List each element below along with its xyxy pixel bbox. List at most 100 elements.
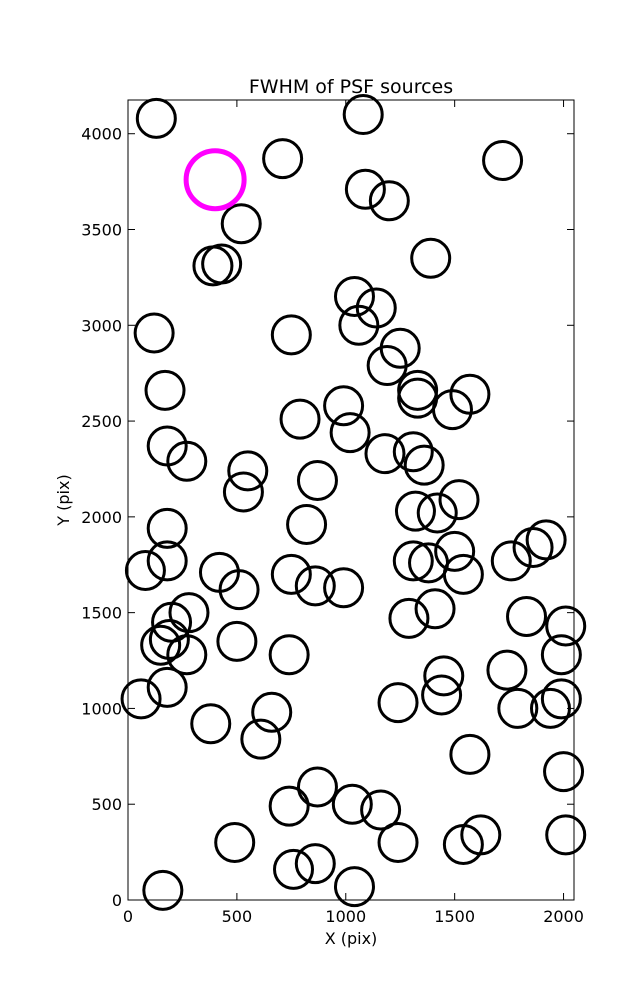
- source-marker: [273, 848, 315, 890]
- y-tick-label: 0: [112, 891, 122, 910]
- source-marker: [540, 678, 582, 720]
- source-marker: [294, 843, 336, 885]
- source-marker: [482, 140, 524, 182]
- source-marker: [377, 822, 419, 864]
- source-marker: [144, 369, 186, 411]
- source-marker: [268, 785, 310, 827]
- source-marker: [146, 507, 188, 549]
- plot-frame: [127, 99, 575, 901]
- source-marker: [392, 431, 434, 473]
- source-marker: [333, 276, 375, 318]
- source-marker: [146, 666, 188, 708]
- source-marker: [222, 471, 264, 513]
- source-marker: [140, 624, 182, 666]
- source-marker: [120, 678, 162, 720]
- source-marker: [286, 504, 328, 546]
- source-marker: [262, 138, 304, 180]
- source-marker: [416, 492, 458, 534]
- x-tick-label: 500: [222, 907, 253, 926]
- source-marker: [512, 527, 554, 569]
- x-axis: 0 500 1000 1500 2000: [123, 100, 584, 926]
- source-marker: [431, 389, 473, 431]
- source-marker: [414, 588, 456, 630]
- source-marker: [540, 634, 582, 676]
- source-marker: [403, 444, 445, 486]
- source-marker: [392, 540, 434, 582]
- source-marker: [142, 869, 184, 911]
- y-tick-label: 2000: [81, 508, 122, 527]
- source-marker: [329, 412, 371, 454]
- source-marker: [442, 823, 484, 865]
- source-marker: [438, 479, 480, 521]
- source-marker: [270, 314, 312, 356]
- y-axis: 0 500 1000 1500 2000 2500 3000 3500 4000: [81, 125, 574, 910]
- source-marker: [449, 733, 491, 775]
- source-marker: [201, 243, 243, 285]
- source-marker: [342, 94, 384, 136]
- data-markers: [120, 94, 587, 911]
- source-marker: [216, 620, 258, 662]
- source-marker: [360, 789, 402, 831]
- source-marker: [394, 490, 436, 532]
- source-marker: [166, 634, 208, 676]
- source-marker: [442, 553, 484, 595]
- source-marker: [397, 369, 439, 411]
- highlighted-source-marker: [183, 148, 247, 212]
- source-marker: [166, 440, 208, 482]
- source-marker: [296, 766, 338, 808]
- source-marker: [545, 605, 587, 647]
- source-marker: [133, 312, 175, 354]
- source-marker: [377, 682, 419, 724]
- x-tick-label: 0: [123, 907, 133, 926]
- source-marker: [366, 345, 408, 387]
- y-tick-label: 2500: [81, 412, 122, 431]
- source-marker: [135, 97, 177, 139]
- source-marker: [333, 866, 375, 908]
- source-marker: [240, 718, 282, 760]
- source-marker: [268, 634, 310, 676]
- source-marker: [379, 327, 421, 369]
- source-marker: [227, 450, 269, 492]
- source-marker: [497, 687, 539, 729]
- source-marker: [190, 703, 232, 745]
- y-axis-label: Y (pix): [54, 474, 73, 526]
- source-marker: [146, 540, 188, 582]
- x-axis-label: X (pix): [325, 929, 378, 948]
- source-marker: [251, 691, 293, 733]
- source-marker: [331, 783, 373, 825]
- source-marker: [344, 168, 386, 210]
- source-marker: [270, 553, 312, 595]
- source-marker: [545, 814, 587, 856]
- x-tick-label: 1500: [434, 907, 475, 926]
- y-tick-label: 4000: [81, 125, 122, 144]
- y-tick-label: 1000: [81, 699, 122, 718]
- source-marker: [423, 655, 465, 697]
- x-tick-label: 2000: [543, 907, 584, 926]
- source-marker: [490, 540, 532, 582]
- source-marker: [218, 569, 260, 611]
- source-marker: [525, 519, 567, 561]
- source-marker: [388, 597, 430, 639]
- source-marker: [338, 304, 380, 346]
- y-tick-label: 3000: [81, 316, 122, 335]
- source-marker: [506, 595, 548, 637]
- y-tick-label: 1500: [81, 604, 122, 623]
- source-marker: [323, 567, 365, 609]
- source-marker: [279, 398, 321, 440]
- source-marker: [434, 530, 476, 572]
- source-marker: [323, 385, 365, 427]
- source-marker: [543, 751, 585, 793]
- source-marker: [486, 649, 528, 691]
- source-marker: [368, 180, 410, 222]
- source-marker: [296, 459, 338, 501]
- source-marker: [214, 822, 256, 864]
- source-marker: [410, 237, 452, 279]
- chart-title: FWHM of PSF sources: [249, 76, 453, 98]
- source-marker: [364, 433, 406, 475]
- source-marker: [421, 674, 463, 716]
- source-marker: [397, 377, 439, 419]
- x-tick-label: 1000: [325, 907, 366, 926]
- y-tick-label: 3500: [81, 221, 122, 240]
- y-tick-label: 500: [91, 795, 122, 814]
